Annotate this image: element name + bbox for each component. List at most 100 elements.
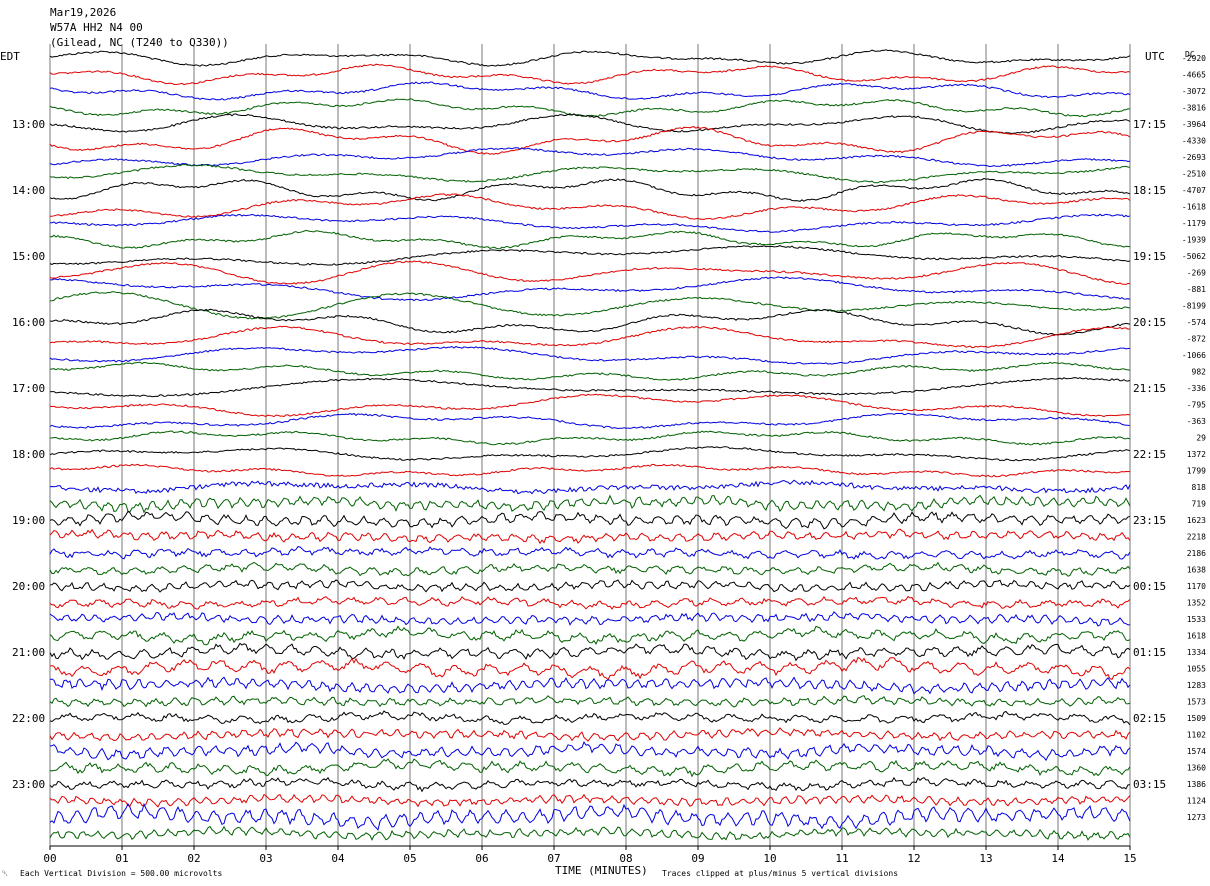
dc-offset-label: 29	[1196, 434, 1206, 443]
chart-channel: W57A HH2 N4 00	[50, 21, 143, 34]
dc-offset-label: -1618	[1182, 203, 1206, 212]
dc-offset-label: 1273	[1187, 813, 1206, 822]
x-tick-label: 03	[259, 852, 272, 865]
left-hour-label: 13:00	[12, 118, 45, 131]
dc-offset-label: 1055	[1187, 665, 1206, 674]
trace-row-14	[49, 276, 1131, 302]
corner-mark: ␡	[2, 869, 8, 878]
trace-row-46	[49, 802, 1131, 831]
right-hour-label: 18:15	[1133, 184, 1166, 197]
dc-offset-label: -872	[1187, 335, 1206, 344]
dc-offset-label: -5062	[1182, 252, 1206, 261]
seismic-traces	[49, 49, 1131, 841]
dc-offset-labels: -2920 -4665 -3072 -3816 -3964 -4330 -2693 -2510…	[1182, 54, 1206, 822]
dc-offset-label: 2218	[1187, 533, 1206, 542]
trace-row-39	[49, 695, 1131, 708]
trace-row-32	[49, 579, 1131, 593]
trace-row-16	[49, 308, 1131, 336]
dc-offset-label: 818	[1192, 483, 1207, 492]
x-tick-label: 07	[547, 852, 560, 865]
dc-offset-label: -1179	[1182, 219, 1206, 228]
trace-row-47	[49, 825, 1131, 841]
dc-offset-label: 1638	[1187, 566, 1206, 575]
dc-offset-label: -4665	[1182, 71, 1206, 80]
left-timezone-label: EDT	[0, 50, 20, 63]
x-tick-label: 15	[1123, 852, 1136, 865]
trace-row-23	[49, 430, 1131, 446]
trace-row-5	[49, 126, 1131, 155]
dc-offset-label: 1124	[1187, 797, 1206, 806]
dc-offset-label: 1360	[1187, 764, 1206, 773]
x-tick-label: 12	[907, 852, 920, 865]
dc-offset-label: -4330	[1182, 137, 1206, 146]
right-hour-labels: 17:15 18:15 19:15 20:15 21:15 22:15 23:15 00:15…	[1133, 118, 1166, 791]
x-tick-label: 13	[979, 852, 992, 865]
dc-offset-label: -363	[1187, 417, 1206, 426]
dc-label: DC	[1185, 50, 1195, 59]
trace-row-35	[49, 625, 1131, 646]
right-timezone-label: UTC	[1145, 50, 1165, 63]
right-hour-label: 23:15	[1133, 514, 1166, 527]
left-hour-label: 19:00	[12, 514, 45, 527]
dc-offset-label: 1623	[1187, 516, 1206, 525]
trace-row-38	[49, 676, 1131, 695]
trace-row-25	[49, 463, 1131, 478]
trace-row-8	[49, 177, 1131, 202]
clipping-note: Traces clipped at plus/minus 5 vertical …	[662, 869, 898, 878]
right-hour-label: 00:15	[1133, 580, 1166, 593]
trace-row-30	[49, 546, 1131, 560]
left-hour-label: 23:00	[12, 778, 45, 791]
dc-offset-label: 2186	[1187, 549, 1206, 558]
dc-offset-label: 1386	[1187, 780, 1206, 789]
dc-offset-label: 1102	[1187, 731, 1206, 740]
dc-offset-label: 1372	[1187, 450, 1206, 459]
dc-offset-label: 1352	[1187, 599, 1206, 608]
dc-offset-label: -881	[1187, 285, 1206, 294]
trace-row-40	[49, 710, 1131, 726]
right-hour-label: 01:15	[1133, 646, 1166, 659]
trace-row-37	[49, 656, 1131, 681]
trace-row-15	[49, 291, 1131, 320]
time-gridlines	[49, 44, 1131, 846]
chart-date: Mar19,2026	[50, 6, 116, 19]
left-hour-label: 16:00	[12, 316, 45, 329]
left-hour-labels: 13:00 14:00 15:00 16:00 17:00 18:00 19:00 20:00…	[12, 118, 45, 791]
trace-row-24	[49, 446, 1131, 462]
trace-row-34	[49, 611, 1131, 627]
trace-row-41	[49, 727, 1131, 742]
dc-offset-label: -1066	[1182, 351, 1206, 360]
dc-offset-label: -2693	[1182, 153, 1206, 162]
dc-offset-label: -3072	[1182, 87, 1206, 96]
trace-row-33	[49, 595, 1131, 610]
right-hour-label: 20:15	[1133, 316, 1166, 329]
x-tick-label: 02	[187, 852, 200, 865]
dc-offset-label: -574	[1187, 318, 1206, 327]
left-hour-label: 17:00	[12, 382, 45, 395]
trace-row-10	[50, 213, 1131, 233]
right-hour-label: 22:15	[1133, 448, 1166, 461]
trace-row-27	[49, 494, 1131, 514]
trace-row-42	[49, 740, 1131, 762]
trace-row-4	[49, 113, 1131, 135]
trace-row-0	[49, 49, 1131, 67]
trace-row-28	[49, 510, 1131, 530]
trace-row-3	[49, 98, 1131, 118]
trace-row-44	[49, 776, 1131, 793]
dc-offset-label: 982	[1192, 368, 1207, 377]
dc-offset-label: -2510	[1182, 170, 1206, 179]
left-hour-label: 18:00	[12, 448, 45, 461]
right-hour-label: 02:15	[1133, 712, 1166, 725]
dc-offset-label: -269	[1187, 269, 1206, 278]
dc-offset-label: -8199	[1182, 302, 1206, 311]
trace-row-17	[49, 325, 1131, 349]
dc-offset-label: 1573	[1187, 698, 1206, 707]
left-hour-label: 15:00	[12, 250, 45, 263]
trace-row-6	[49, 147, 1131, 168]
dc-offset-label: -3816	[1182, 104, 1206, 113]
x-tick-label: 09	[691, 852, 704, 865]
trace-row-7	[49, 163, 1130, 184]
trace-row-18	[49, 345, 1131, 365]
left-hour-label: 21:00	[12, 646, 45, 659]
vertical-division-note: Each Vertical Division = 500.00 microvol…	[20, 869, 222, 878]
dc-offset-label: 719	[1192, 500, 1207, 509]
